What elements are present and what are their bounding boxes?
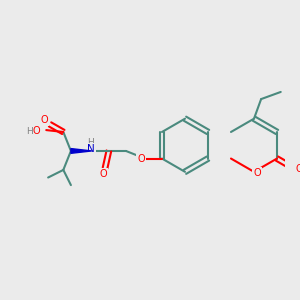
Text: O: O: [40, 115, 48, 124]
Text: O: O: [253, 168, 261, 178]
Text: H: H: [88, 138, 94, 147]
Text: N: N: [87, 144, 95, 154]
Text: O: O: [99, 169, 107, 179]
Text: O: O: [33, 126, 40, 136]
Polygon shape: [71, 148, 92, 153]
Text: O: O: [296, 164, 300, 174]
Text: O: O: [137, 154, 145, 164]
Text: H: H: [26, 127, 32, 136]
